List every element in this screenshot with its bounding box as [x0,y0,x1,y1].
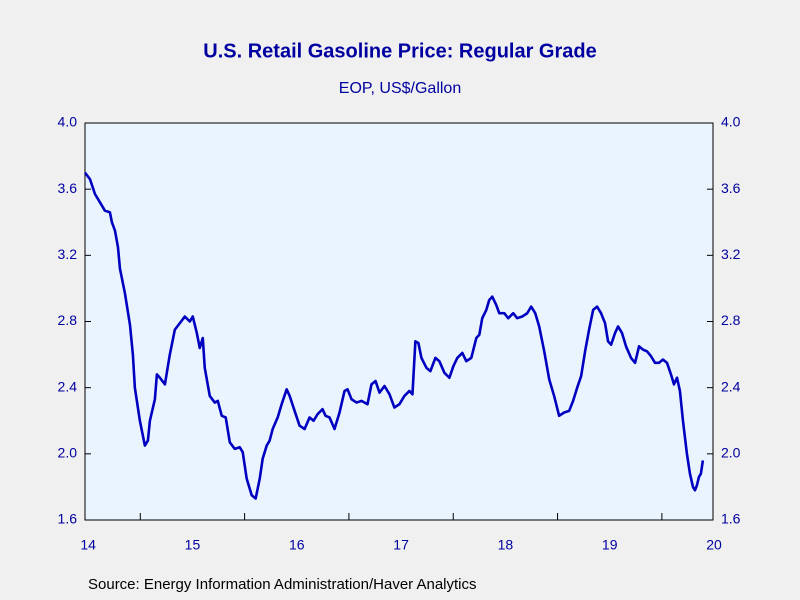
y-tick-label: 2.0 [58,445,78,461]
y2-tick-label: 3.2 [721,246,741,262]
x-tick-label: 16 [289,537,305,553]
y-tick-label: 1.6 [58,511,78,527]
y-tick-label: 2.8 [58,312,78,328]
y-tick-label: 3.2 [58,246,78,262]
chart-subtitle: EOP, US$/Gallon [339,80,461,97]
y2-tick-label: 4.0 [721,114,741,130]
y-tick-label: 3.6 [58,180,78,196]
y2-tick-label: 2.8 [721,312,741,328]
y2-tick-label: 3.6 [721,180,741,196]
plot-area [84,122,714,521]
y-tick-label: 4.0 [58,114,78,130]
chart-title: U.S. Retail Gasoline Price: Regular Grad… [203,40,596,62]
x-tick-label: 18 [498,537,514,553]
x-tick-label: 15 [185,537,201,553]
x-tick-label: 14 [80,537,96,553]
y-tick-label: 2.4 [58,378,78,394]
x-tick-label: 19 [602,537,618,553]
price-line [83,171,705,500]
x-tick-label: 17 [393,537,409,553]
y2-tick-label: 2.4 [721,378,741,394]
y2-tick-label: 1.6 [721,511,741,527]
y2-tick-label: 2.0 [721,445,741,461]
x-tick-label: 20 [706,537,722,553]
source-note: Source: Energy Information Administratio… [88,576,477,593]
